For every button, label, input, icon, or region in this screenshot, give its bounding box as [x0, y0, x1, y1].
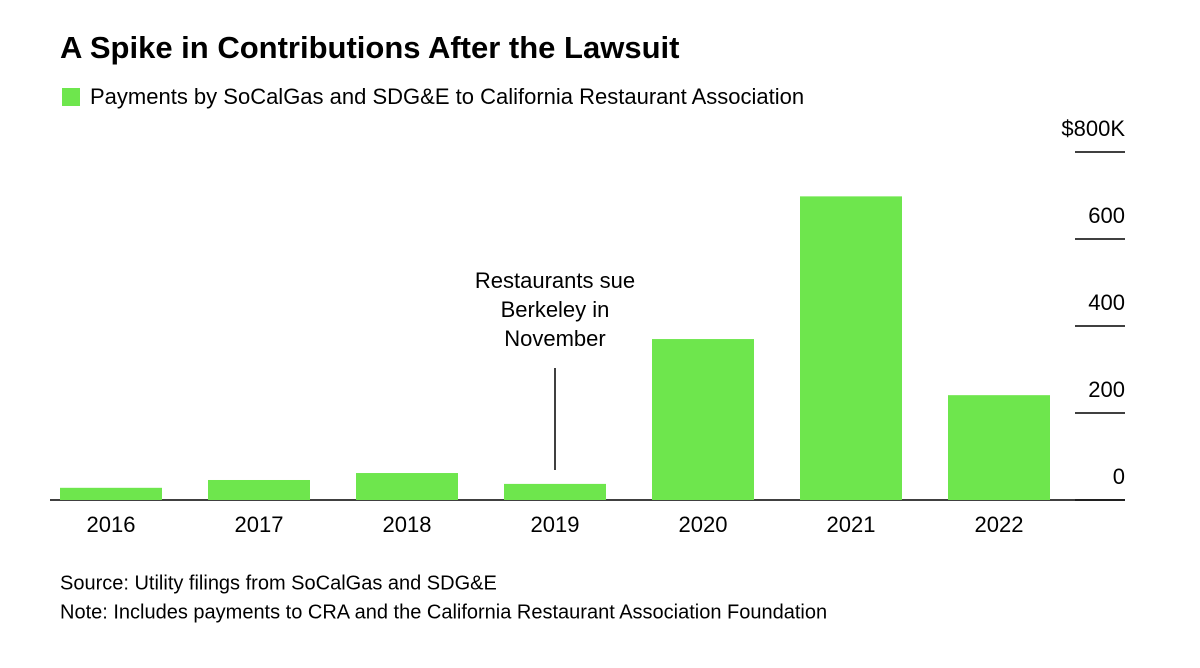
bar: [800, 196, 902, 500]
y-tick-label: 600: [1088, 203, 1125, 228]
y-tick-label: 0: [1113, 464, 1125, 489]
bar: [504, 483, 606, 500]
x-tick-label: 2021: [827, 512, 876, 537]
y-tick-label: 400: [1088, 290, 1125, 315]
annotation-text: November: [504, 326, 605, 351]
x-tick-label: 2019: [531, 512, 580, 537]
legend-swatch: [62, 88, 80, 106]
x-tick-label: 2018: [383, 512, 432, 537]
x-tick-label: 2017: [235, 512, 284, 537]
bar: [948, 395, 1050, 500]
x-tick-label: 2020: [679, 512, 728, 537]
y-tick-label: $800K: [1061, 116, 1125, 141]
x-tick-label: 2016: [87, 512, 136, 537]
chart-title: A Spike in Contributions After the Lawsu…: [60, 30, 679, 65]
bar: [652, 339, 754, 500]
annotation-text: Berkeley in: [501, 297, 610, 322]
annotation-text: Restaurants sue: [475, 268, 635, 293]
bar: [356, 473, 458, 500]
x-tick-label: 2022: [975, 512, 1024, 537]
bar: [60, 487, 162, 500]
legend-label: Payments by SoCalGas and SDG&E to Califo…: [90, 84, 804, 109]
y-tick-label: 200: [1088, 377, 1125, 402]
note: Note: Includes payments to CRA and the C…: [60, 601, 827, 623]
bar: [208, 479, 310, 500]
source: Source: Utility filings from SoCalGas an…: [60, 572, 497, 594]
